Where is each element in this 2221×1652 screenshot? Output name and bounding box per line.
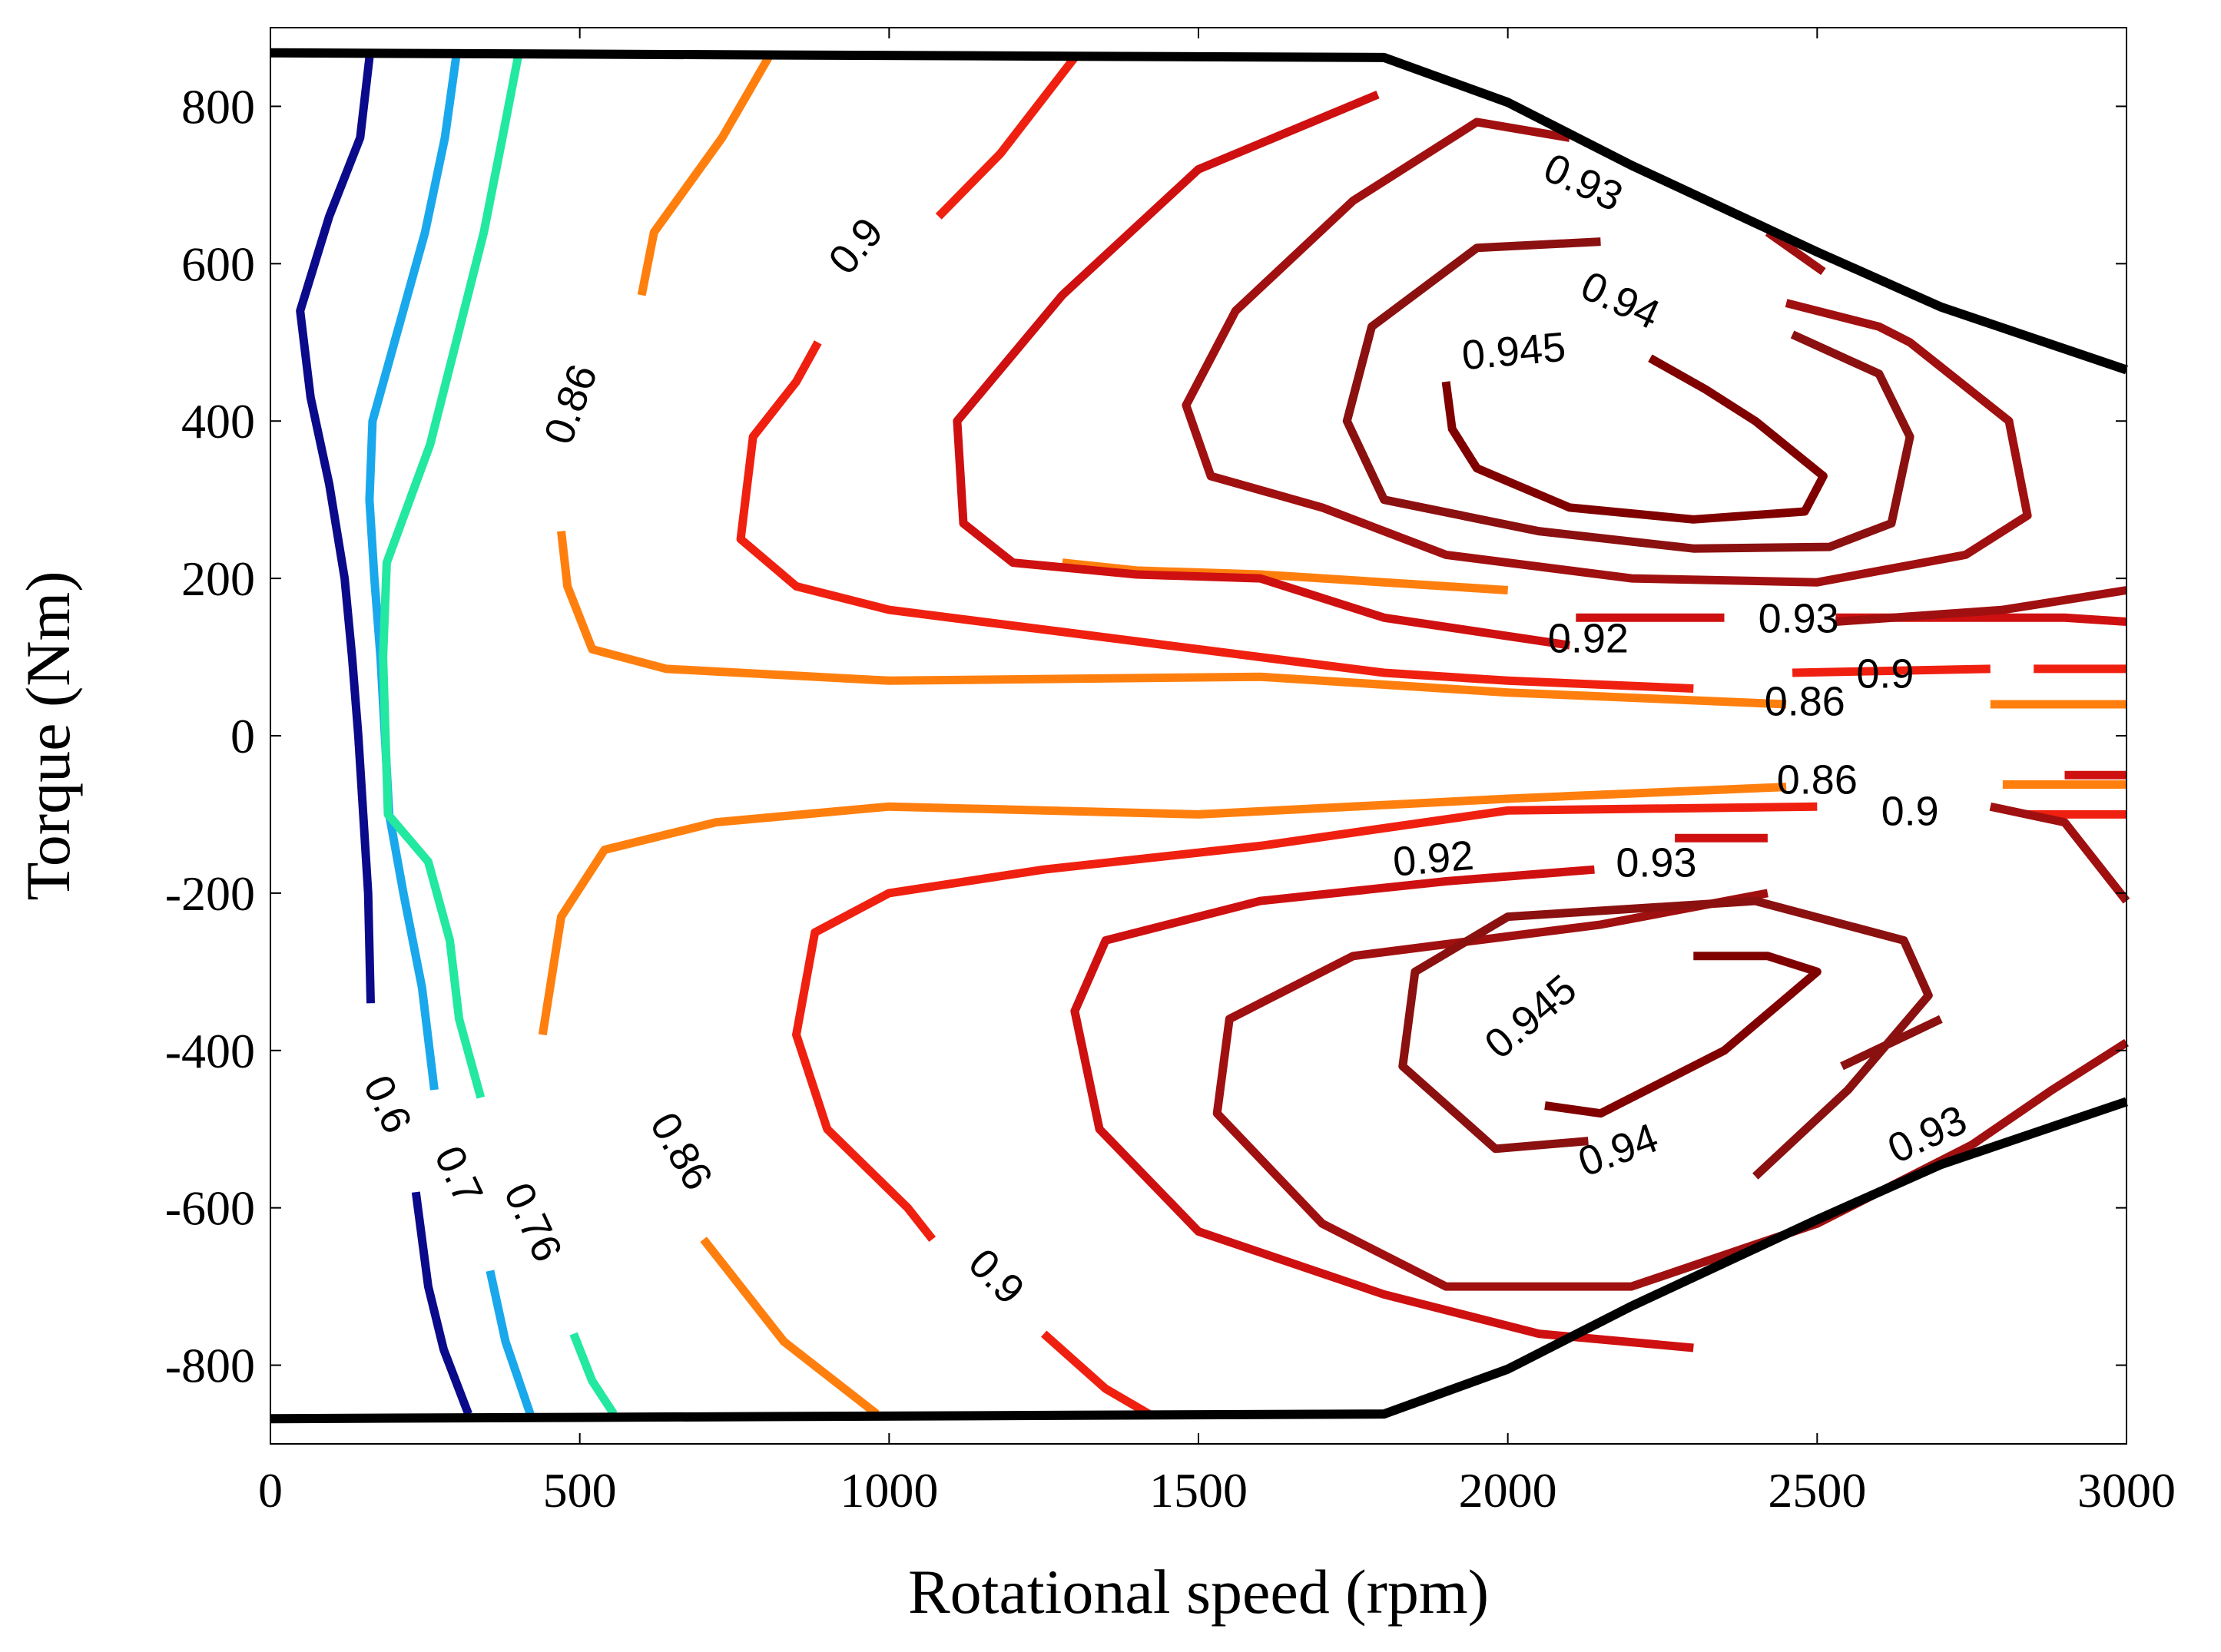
contour-line-0.9-seg-0 [935, 55, 1079, 220]
contour-label: 0.6 [354, 1068, 420, 1140]
contour-label: 0.94 [1573, 1114, 1664, 1185]
y-tick-label: -800 [165, 1339, 255, 1393]
contour-line-0.76-seg-0 [379, 56, 522, 1099]
torque-limit-upper [270, 48, 2128, 375]
contour-label: 0.9 [1881, 789, 1939, 835]
y-tick-label: -400 [165, 1024, 255, 1078]
contour-label: 0.76 [495, 1176, 571, 1269]
contour-line-0.9-seg-2 [1792, 664, 1991, 677]
y-tick-label: -200 [165, 866, 255, 921]
contour-label: 0.86 [535, 359, 606, 450]
contour-label: 0.92 [1391, 833, 1476, 886]
contour-line-0.7-seg-0 [365, 57, 461, 1091]
contour-label: 0.92 [1548, 615, 1629, 661]
contour-label: 0.9 [820, 209, 892, 283]
contour-line-0.94-seg-0 [1342, 237, 1914, 553]
contour-line-0.6-seg-1 [411, 1191, 472, 1416]
contour-line-0.93-seg-3 [1212, 889, 2129, 1291]
contour-label: 0.94 [1574, 263, 1667, 339]
contour-label: 0.93 [1616, 839, 1696, 886]
contour-label: 0.86 [1765, 678, 1845, 724]
x-tick-label: 1000 [840, 1463, 938, 1518]
contour-line-0.92-seg-0 [953, 91, 1571, 650]
contour-line-0.945-seg-1 [1544, 952, 1822, 1118]
torque-limit-curves [270, 48, 2128, 1424]
contour-line-0.6-seg-0 [296, 57, 375, 1004]
contour-lines [296, 55, 2130, 1418]
y-axis-title: Torque (Nm) [13, 571, 83, 900]
y-tick-label: -600 [165, 1181, 255, 1236]
x-tick-label: 3000 [2077, 1463, 2176, 1518]
y-tick-label: 200 [181, 551, 255, 606]
contour-line-0.945-seg-0 [1441, 354, 1828, 524]
contour-line-0.76-seg-1 [569, 1332, 618, 1417]
contour-line-0.9-seg-5 [1041, 1330, 1152, 1418]
contour-line-0.93-seg-4 [1765, 228, 1826, 276]
y-tick-label: 0 [230, 709, 255, 763]
y-tick-label: 800 [181, 79, 255, 134]
contour-line-0.94-seg-2 [1840, 1015, 1943, 1071]
contour-line-0.93-seg-2 [1989, 802, 2130, 904]
contour-line-0.86-seg-3 [538, 783, 1787, 1036]
contour-label: 0.945 [1460, 324, 1567, 379]
contour-label: 0.945 [1476, 966, 1585, 1068]
axis-ticks: 0 500 1000 1500 2000 2500 3000-800-600-400-200… [165, 28, 2176, 1518]
x-tick-label: 500 [543, 1463, 617, 1518]
contour-label: 0.7 [426, 1139, 492, 1210]
x-tick-label: 2000 [1459, 1463, 1557, 1518]
contour-line-0.93-seg-1 [1835, 586, 2127, 626]
x-tick-label: 0 [258, 1463, 283, 1518]
x-tick-label: 1500 [1149, 1463, 1248, 1518]
x-axis-title: Rotational speed (rpm) [908, 1557, 1489, 1627]
y-tick-label: 600 [181, 237, 255, 291]
contour-line-0.93-seg-0 [1182, 118, 2032, 587]
contour-label: 0.93 [1759, 596, 1839, 642]
contour-line-0.7-seg-1 [486, 1270, 535, 1415]
contour-line-0.86-seg-1 [557, 530, 1787, 709]
contour-line-0.86-seg-4 [700, 1237, 880, 1418]
contour-line-0.86-seg-0 [637, 55, 773, 296]
torque-limit-lower [270, 1097, 2128, 1424]
contour-line-0.92-seg-3 [1070, 865, 1694, 1352]
contour-line-0.9-seg-1 [736, 340, 1694, 693]
contour-line-0.9-seg-4 [792, 802, 1818, 1243]
contour-label: 0.86 [1777, 757, 1858, 803]
y-tick-label: 400 [181, 394, 255, 449]
contour-label: 0.9 [1856, 651, 1914, 697]
contour-label: 0.86 [641, 1105, 721, 1198]
contour-label: 0.9 [960, 1240, 1033, 1313]
x-tick-label: 2500 [1768, 1463, 1866, 1518]
